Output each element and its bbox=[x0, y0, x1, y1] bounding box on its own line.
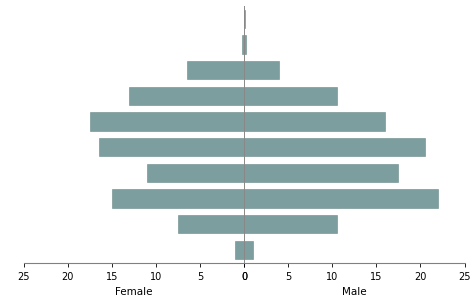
Bar bbox=[235, 241, 244, 259]
X-axis label: Female: Female bbox=[115, 287, 153, 297]
Bar bbox=[112, 189, 244, 208]
Bar bbox=[90, 112, 244, 131]
Bar bbox=[244, 87, 337, 105]
Bar bbox=[244, 61, 279, 79]
X-axis label: Male: Male bbox=[342, 287, 366, 297]
Bar bbox=[187, 61, 244, 79]
Bar bbox=[244, 138, 425, 156]
Bar bbox=[244, 241, 253, 259]
Bar bbox=[244, 35, 246, 54]
Bar bbox=[244, 215, 337, 233]
Bar bbox=[242, 35, 244, 54]
Text: (50,60]: (50,60] bbox=[244, 143, 283, 152]
Bar bbox=[129, 87, 244, 105]
Text: (60,70]: (60,70] bbox=[244, 117, 283, 126]
Bar bbox=[147, 164, 244, 182]
Text: (40,50]: (40,50] bbox=[244, 169, 283, 177]
Text: (30,40]: (30,40] bbox=[244, 194, 283, 203]
Text: (20,30]: (20,30] bbox=[244, 220, 283, 229]
Text: (80,90]: (80,90] bbox=[244, 66, 283, 75]
Text: (70,80]: (70,80] bbox=[244, 92, 283, 100]
Bar bbox=[99, 138, 244, 156]
Bar bbox=[244, 112, 385, 131]
Bar bbox=[244, 189, 438, 208]
Bar bbox=[244, 164, 398, 182]
Bar bbox=[178, 215, 244, 233]
Text: (100,110]: (100,110] bbox=[244, 14, 294, 23]
Text: [10,20]: [10,20] bbox=[244, 246, 283, 254]
Text: (90,100]: (90,100] bbox=[244, 40, 288, 49]
